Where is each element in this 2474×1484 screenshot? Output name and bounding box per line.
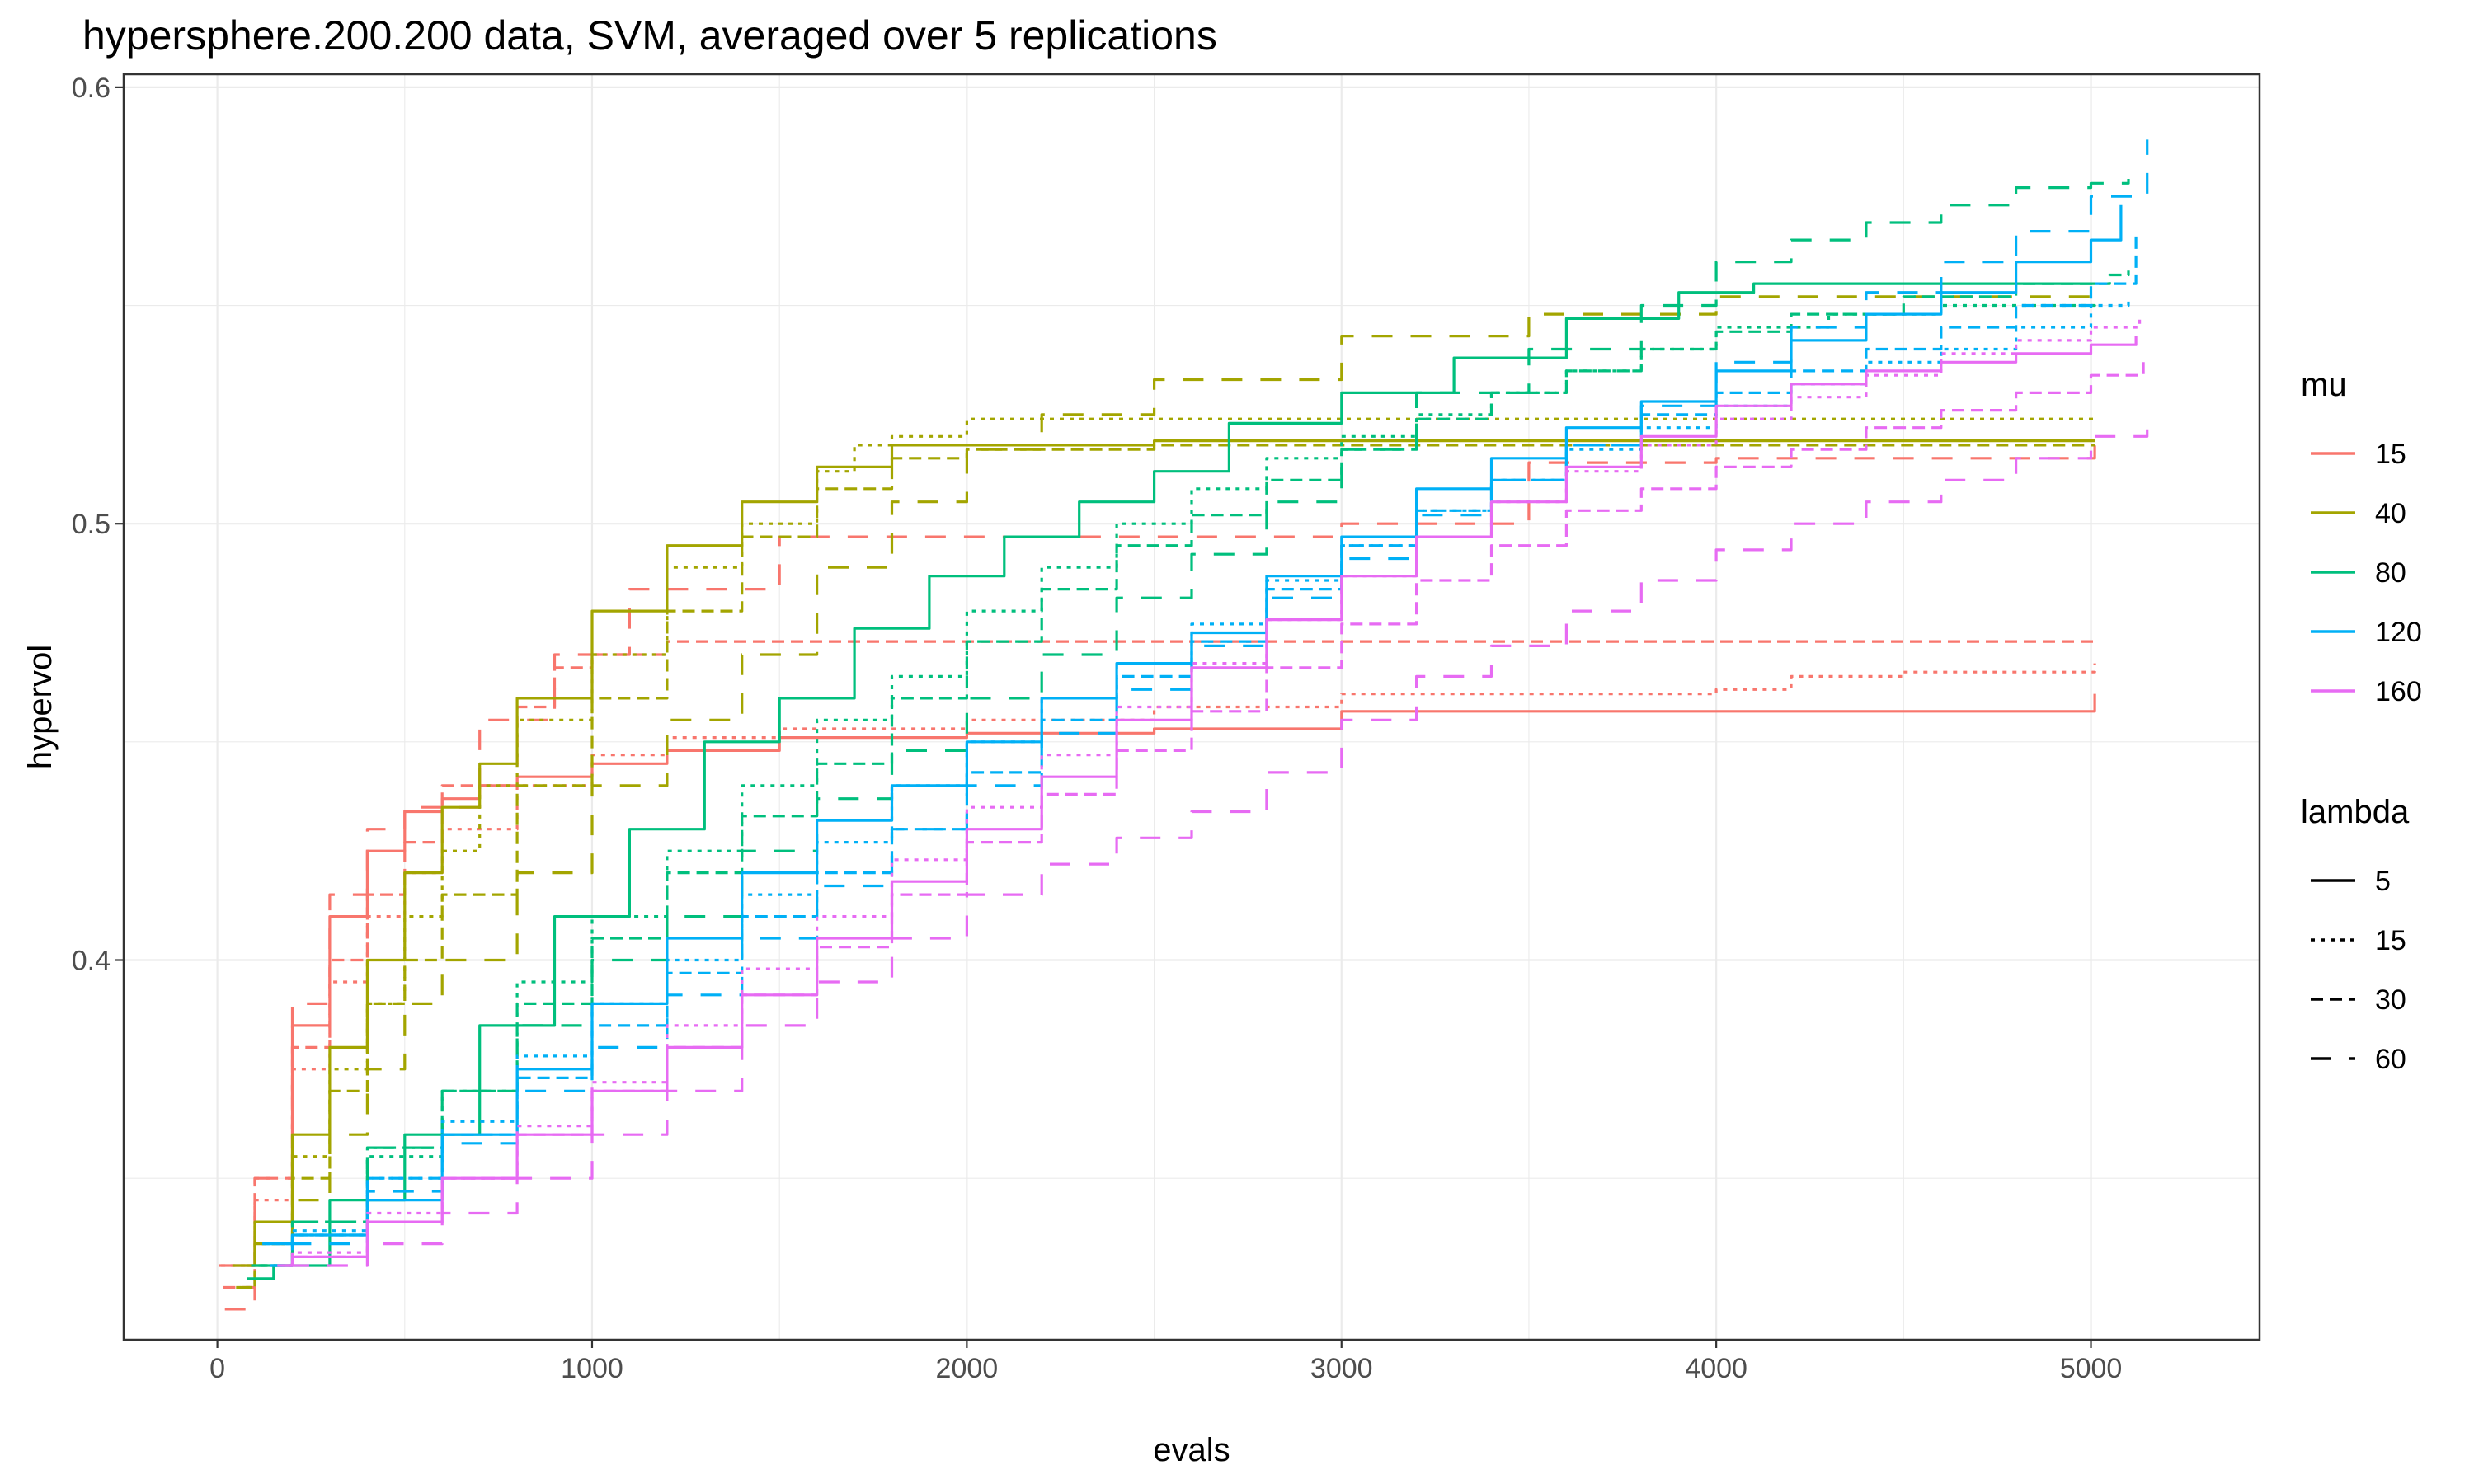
series-line-mu80-lambda60	[258, 179, 2130, 1267]
x-tick-label: 5000	[2060, 1353, 2123, 1384]
legend-label-mu-40: 40	[2375, 498, 2406, 529]
legend-label-lambda-60: 60	[2375, 1044, 2406, 1075]
y-tick-label: 0.4	[72, 946, 111, 977]
series-line-mu15-lambda60	[224, 444, 2096, 1311]
x-tick-label: 0	[209, 1353, 225, 1384]
x-tick-label: 2000	[936, 1353, 999, 1384]
series-line-mu120-lambda15	[266, 296, 2130, 1246]
legend-label-mu-15: 15	[2375, 439, 2406, 470]
legend-title-lambda: lambda	[2301, 794, 2410, 830]
series-line-mu160-lambda30	[285, 362, 2145, 1267]
panel-border	[122, 73, 2261, 1341]
chart-title: hypersphere.200.200 data, SVM, averaged …	[82, 12, 1217, 59]
legend-label-lambda-5: 5	[2375, 866, 2391, 897]
series-line-mu40-lambda5	[232, 439, 2095, 1267]
series-line-mu160-lambda60	[288, 419, 2149, 1267]
y-axis-title: hypervol	[22, 645, 59, 769]
legend-label-lambda-15: 15	[2375, 925, 2406, 956]
series-line-mu15-lambda15	[221, 663, 2096, 1267]
series-line-mu160-lambda15	[280, 318, 2142, 1267]
legend-label-lambda-30: 30	[2375, 984, 2406, 1016]
legend-label-mu-120: 120	[2375, 617, 2422, 648]
legend-label-mu-160: 160	[2375, 676, 2422, 707]
series-line-mu15-lambda5	[219, 693, 2096, 1267]
series-layer	[219, 139, 2149, 1311]
x-axis-title: evals	[1153, 1432, 1230, 1468]
series-line-mu40-lambda60	[247, 292, 2096, 1267]
x-tick-label: 1000	[561, 1353, 623, 1384]
x-tick-label: 4000	[1685, 1353, 1747, 1384]
axes-layer: 0 1000 2000 3000 4000 5000 0.4 0.5 0.6	[72, 73, 2123, 1384]
legend-title-mu: mu	[2301, 367, 2347, 403]
y-tick-label: 0.6	[72, 73, 111, 104]
legend: mu 15 40 80 120 160 lambda 5 15 30 60	[2301, 367, 2422, 1075]
series-line-mu80-lambda5	[247, 282, 2095, 1280]
series-line-mu15-lambda30	[223, 640, 2095, 1289]
series-line-mu120-lambda60	[273, 139, 2149, 1267]
series-line-mu120-lambda30	[270, 231, 2138, 1267]
legend-label-mu-80: 80	[2375, 557, 2406, 589]
x-tick-label: 3000	[1310, 1353, 1373, 1384]
y-tick-label: 0.5	[72, 509, 111, 540]
series-line-mu160-lambda5	[277, 336, 2138, 1267]
series-line-mu40-lambda15	[236, 417, 2095, 1289]
series-line-mu80-lambda30	[255, 270, 2130, 1267]
